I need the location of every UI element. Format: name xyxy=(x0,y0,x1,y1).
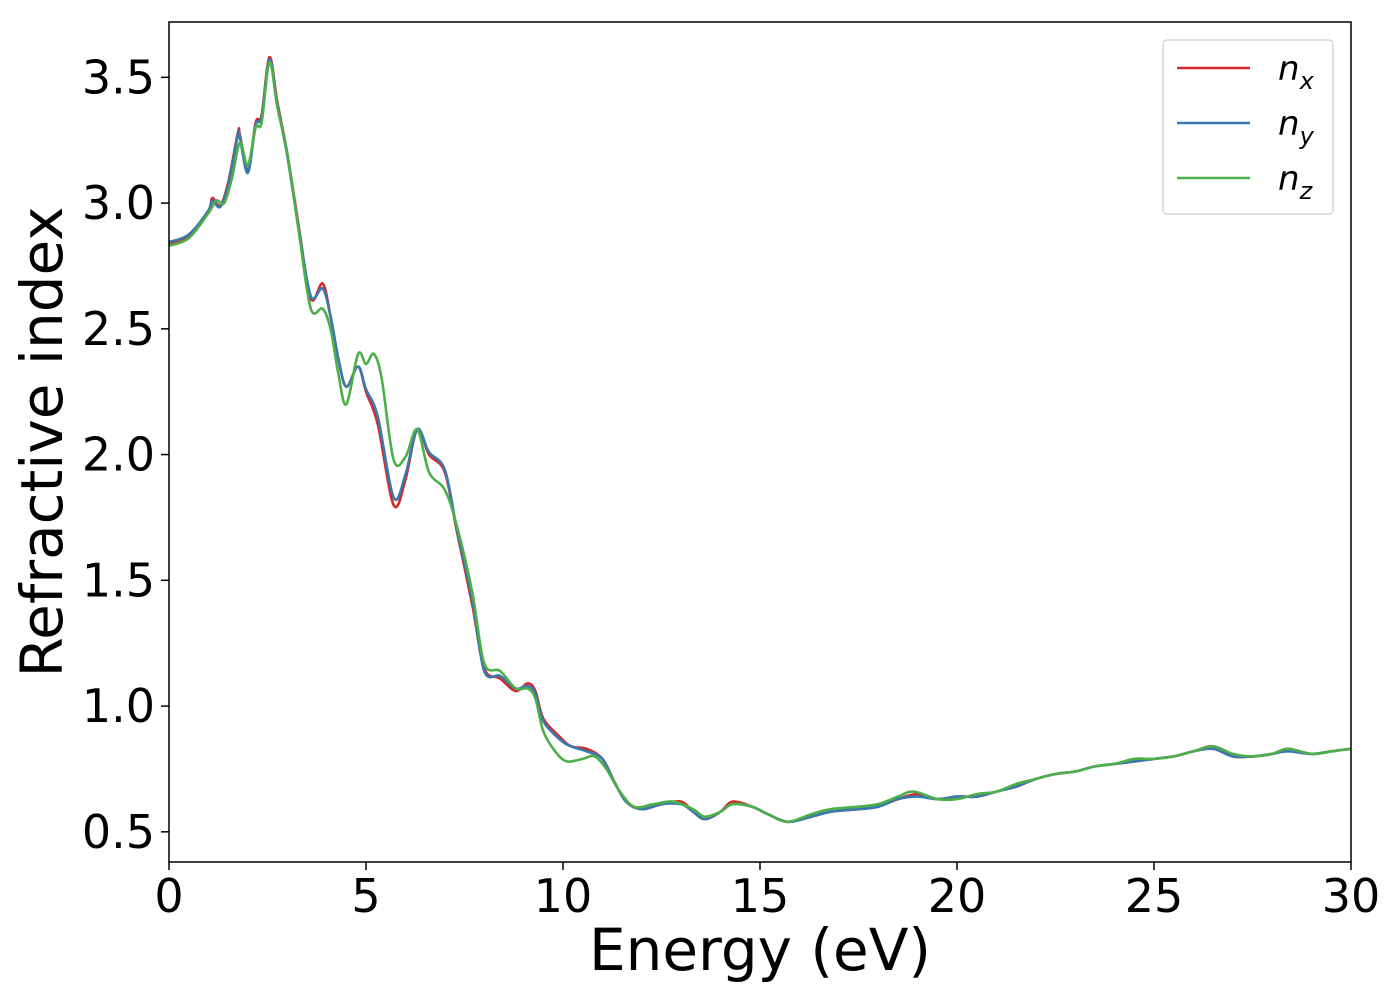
x-tick-label: 25 xyxy=(1125,869,1184,923)
x-axis: 0 5 10 15 20 25 30 xyxy=(154,862,1380,923)
series-line-n-z xyxy=(169,60,1351,824)
legend-label-z: nz xyxy=(1278,159,1314,205)
y-tick-label: 3.5 xyxy=(82,50,155,104)
series-layer xyxy=(169,55,1351,824)
y-axis: 0.5 1.0 1.5 2.0 2.5 3.0 3.5 xyxy=(82,50,169,859)
x-tick-label: 10 xyxy=(534,869,593,923)
x-tick-label: 30 xyxy=(1322,869,1381,923)
x-tick-label: 15 xyxy=(731,869,790,923)
y-tick-label: 2.5 xyxy=(82,302,155,356)
y-axis-title: Refractive index xyxy=(8,206,76,677)
x-tick-label: 20 xyxy=(928,869,987,923)
legend-label-x: nx xyxy=(1278,49,1315,95)
y-tick-label: 1.5 xyxy=(82,553,155,607)
legend-box xyxy=(1162,39,1334,215)
x-tick-label: 5 xyxy=(351,869,380,923)
x-tick-label: 0 xyxy=(154,869,183,923)
y-tick-label: 1.0 xyxy=(82,679,155,733)
y-tick-label: 2.0 xyxy=(82,428,155,482)
legend: nx ny nz xyxy=(1162,39,1334,215)
x-axis-title: Energy (eV) xyxy=(589,916,931,984)
y-tick-label: 3.0 xyxy=(82,176,155,230)
y-tick-label: 0.5 xyxy=(82,805,155,859)
legend-label-y: ny xyxy=(1278,104,1315,150)
